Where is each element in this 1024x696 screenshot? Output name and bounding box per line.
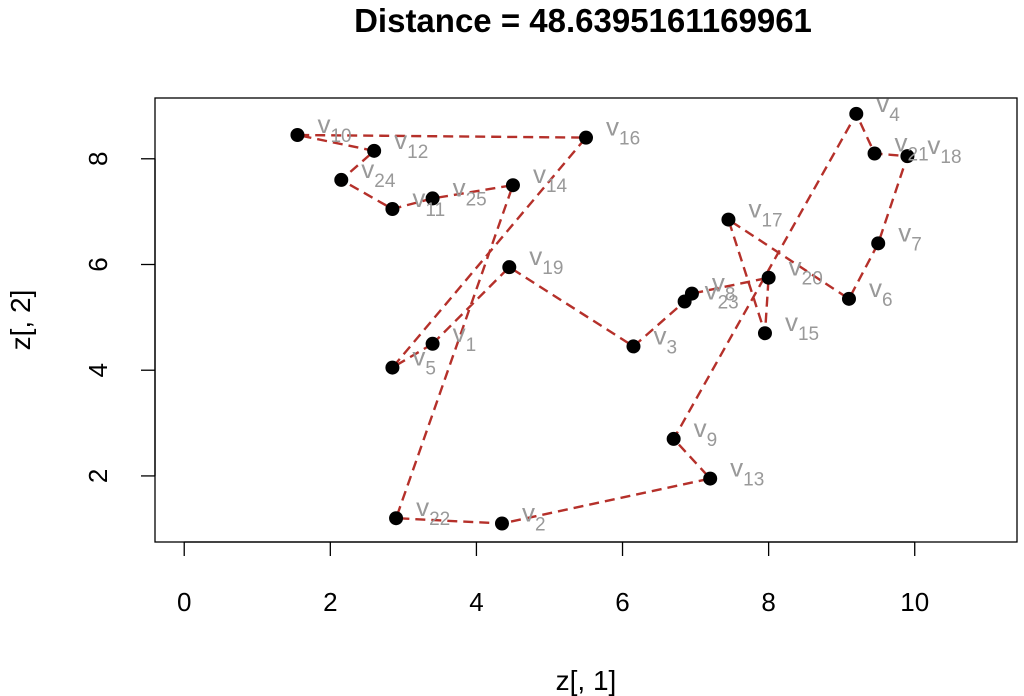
point-label-v2: v2 <box>522 498 546 536</box>
point-label-v25: v25 <box>453 172 487 210</box>
point-label-v9: v9 <box>694 413 718 451</box>
point-label-v11: v11 <box>412 183 445 221</box>
point-label-v17: v17 <box>748 194 782 232</box>
point-label-v6: v6 <box>869 273 893 311</box>
point-label-v10: v10 <box>317 109 351 147</box>
point-label-v12: v12 <box>394 125 428 163</box>
point-v24 <box>334 172 349 187</box>
point-v15 <box>757 326 772 341</box>
point-label-v16: v16 <box>606 112 640 150</box>
point-label-v1: v1 <box>453 318 477 356</box>
chart-title: Distance = 48.6395161169961 <box>354 2 812 39</box>
point-v9 <box>666 431 681 446</box>
point-label-v7: v7 <box>898 217 922 255</box>
point-v4 <box>849 106 864 121</box>
x-tick-label: 10 <box>900 587 929 617</box>
point-v3 <box>626 339 641 354</box>
point-v2 <box>494 516 509 531</box>
point-v25 <box>425 191 440 206</box>
plot-frame <box>154 97 1018 543</box>
points <box>290 106 915 531</box>
y-tick-label: 2 <box>83 469 113 483</box>
point-label-v13: v13 <box>730 453 764 491</box>
x-tick-label: 4 <box>469 587 483 617</box>
point-v16 <box>579 130 593 145</box>
point-v23 <box>677 294 692 309</box>
point-v14 <box>505 178 520 193</box>
point-v10 <box>290 128 305 142</box>
y-tick-label: 6 <box>83 257 113 271</box>
x-axis: 0 2 4 6 8 10 <box>177 541 929 617</box>
point-v12 <box>367 143 382 158</box>
point-v6 <box>841 291 856 306</box>
point-v22 <box>389 511 404 526</box>
point-label-v3: v3 <box>653 320 677 358</box>
x-tick-label: 2 <box>323 587 337 617</box>
point-label-v4: v4 <box>876 88 900 126</box>
point-label-v18: v18 <box>927 130 961 168</box>
point-label-v23: v23 <box>705 276 739 314</box>
point-v7 <box>871 236 886 251</box>
y-tick-label: 4 <box>83 363 113 377</box>
point-v1 <box>425 336 440 351</box>
point-label-v21: v21 <box>895 128 929 166</box>
point-v19 <box>502 260 517 275</box>
point-v20 <box>761 270 776 285</box>
point-v11 <box>385 202 400 216</box>
y-tick-label: 8 <box>83 152 113 166</box>
y-axis-label: z[, 2] <box>5 290 36 351</box>
x-tick-label: 8 <box>761 587 775 617</box>
tour-path <box>297 111 910 525</box>
point-v21 <box>867 146 882 161</box>
point-v17 <box>721 212 736 227</box>
point-label-v19: v19 <box>529 241 563 279</box>
x-tick-label: 6 <box>615 587 629 617</box>
point-v5 <box>385 360 400 375</box>
point-label-v20: v20 <box>789 252 823 290</box>
point-v18 <box>900 149 915 164</box>
point-label-v24: v24 <box>361 154 396 192</box>
x-axis-label: z[, 1] <box>556 665 617 696</box>
point-label-v5: v5 <box>412 342 436 380</box>
point-label-v22: v22 <box>416 492 450 530</box>
y-axis: 2 4 6 8 <box>83 152 156 483</box>
point-label-v14: v14 <box>533 159 568 197</box>
x-tick-label: 0 <box>177 587 191 617</box>
tour-path-line <box>297 111 910 525</box>
point-label-v15: v15 <box>785 307 819 345</box>
point-label-v8: v8 <box>712 268 736 306</box>
point-v13 <box>703 471 718 486</box>
